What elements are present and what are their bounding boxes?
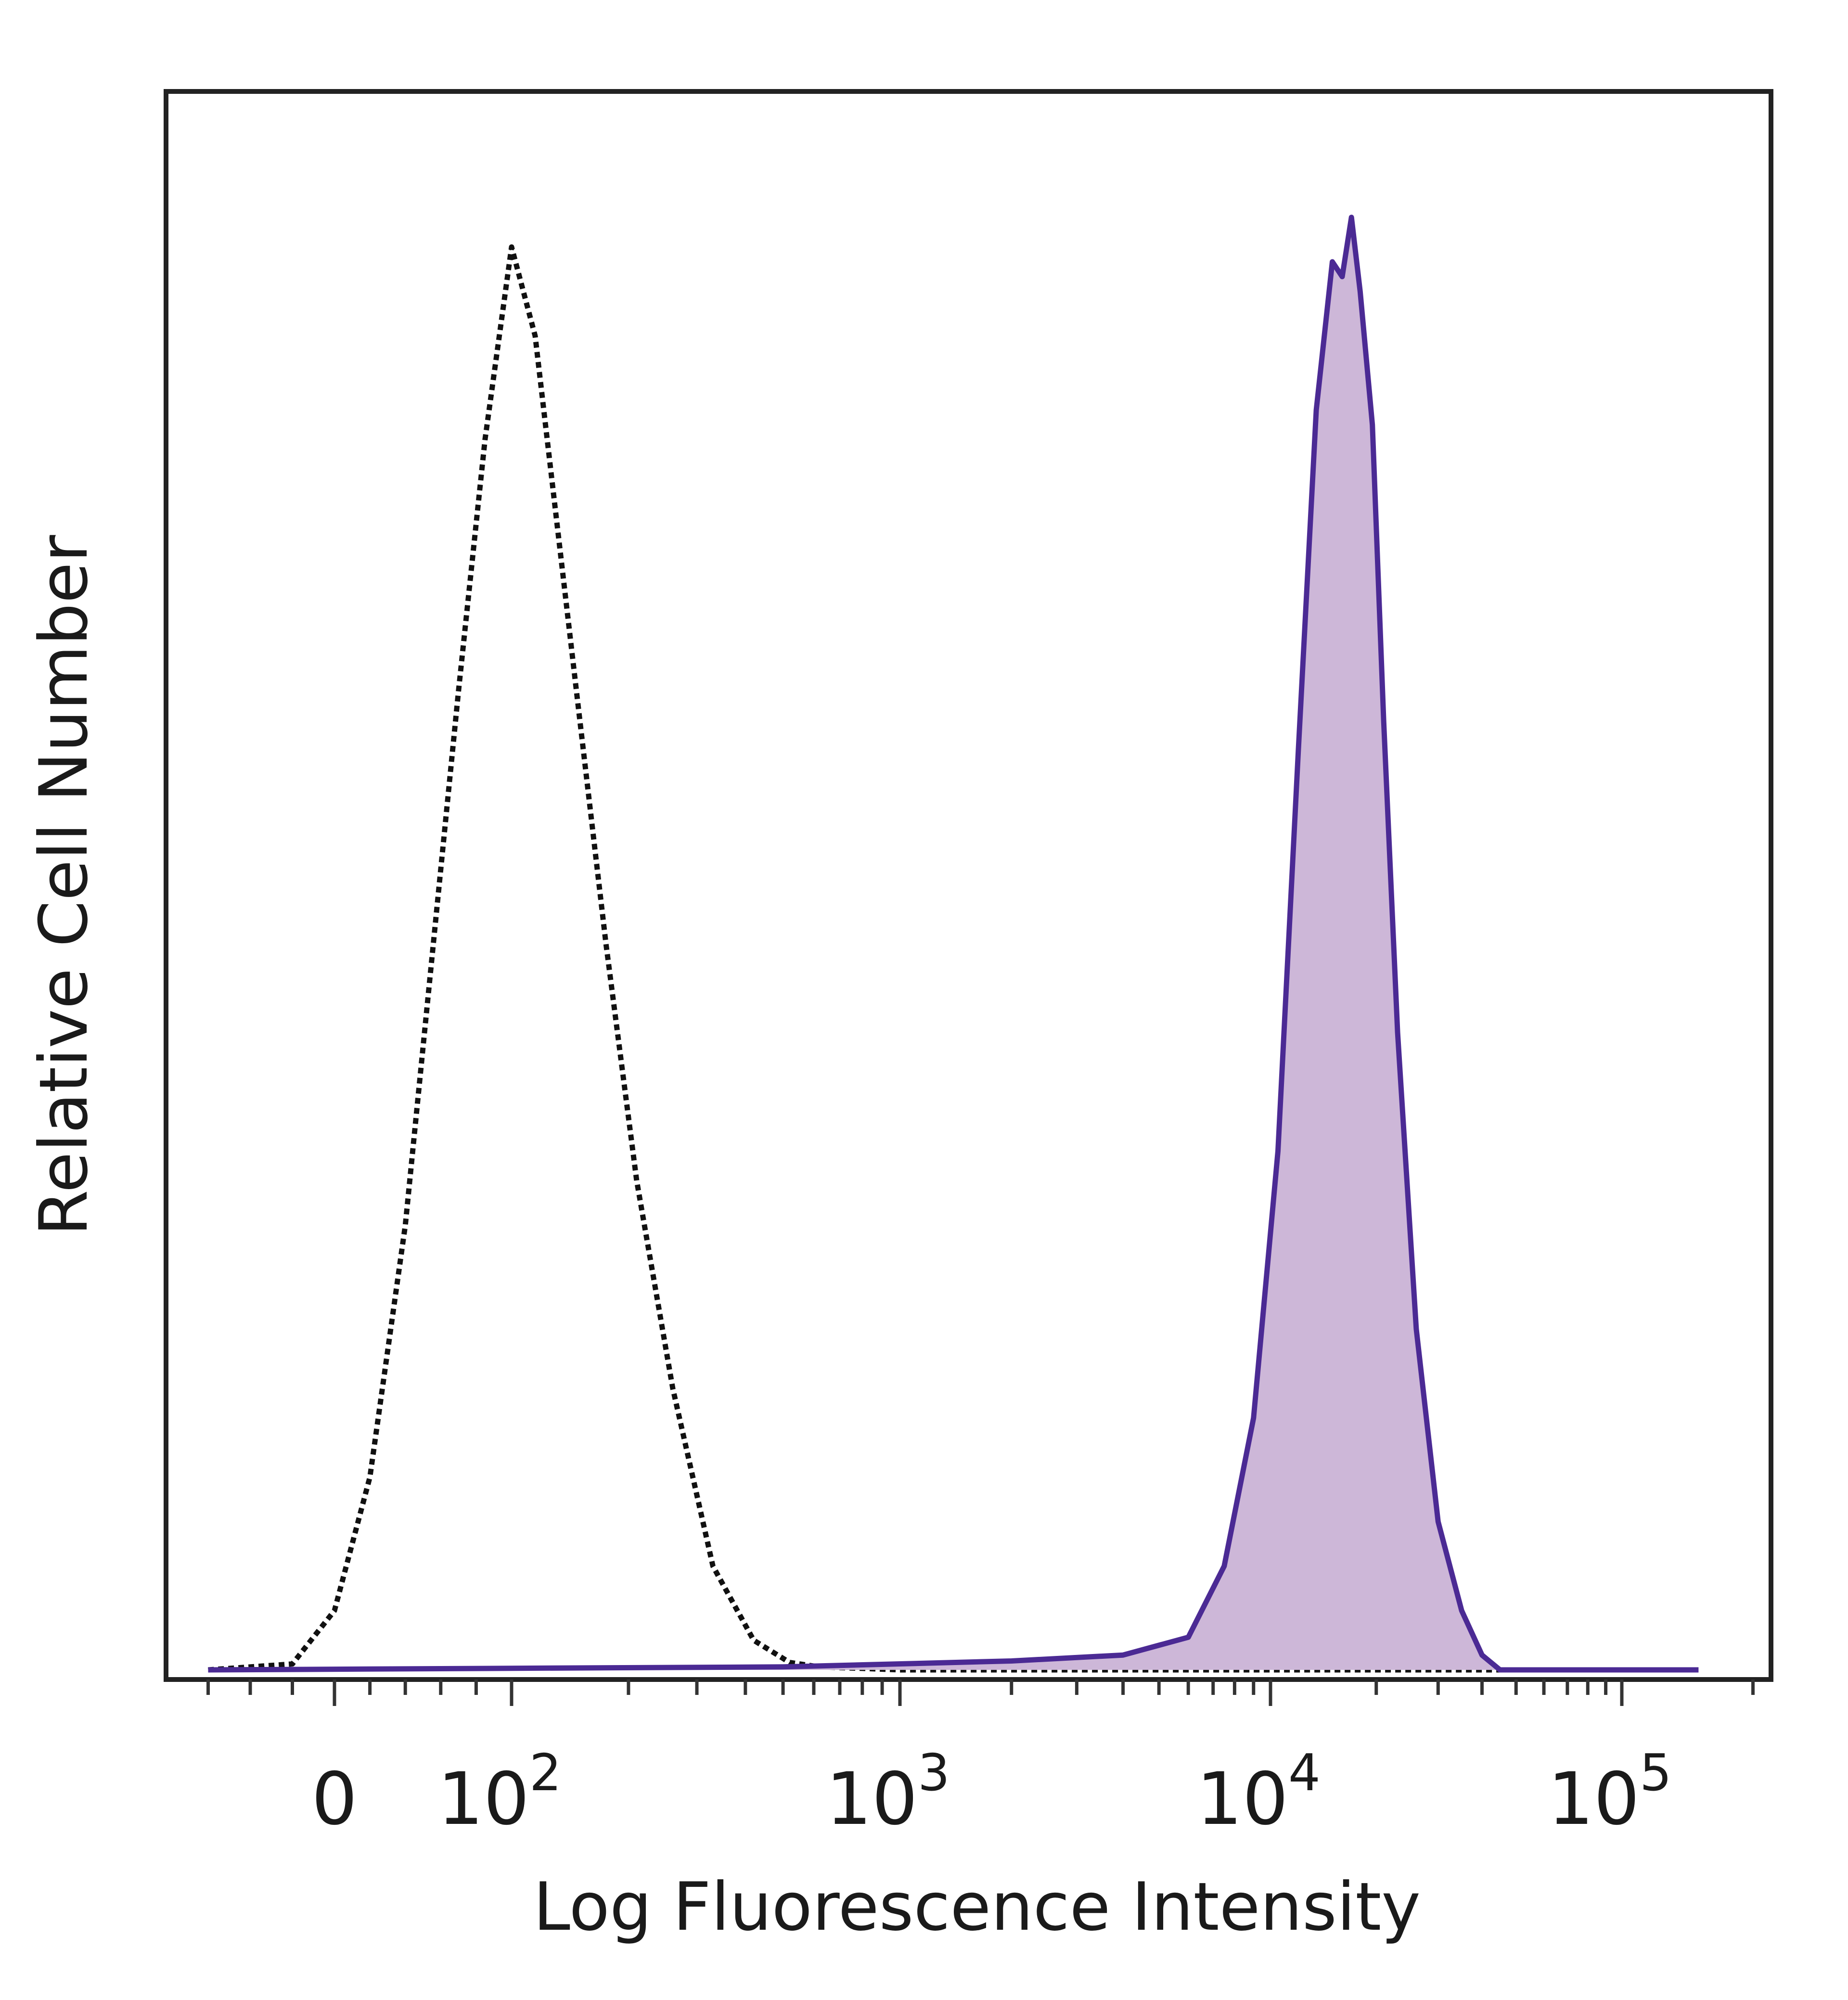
x-tick-label: 0 [311, 1757, 357, 1841]
plot-frame [164, 89, 1773, 1682]
x-tick-label: 102 [437, 1744, 562, 1841]
x-axis-ticks: 0 102 103 104 105 [206, 1679, 1755, 1841]
x-axis-label: Log Fluorescence Intensity [533, 1868, 1421, 1946]
x-tick-label: 105 [1548, 1744, 1672, 1841]
series-line-1 [208, 215, 1699, 1673]
series-fill-1 [208, 217, 1699, 1670]
x-tick-label: 103 [826, 1744, 950, 1841]
plot-area [208, 215, 1699, 1673]
x-tick-label: 104 [1196, 1744, 1321, 1841]
y-axis-label: Relative Cell Number [25, 535, 103, 1236]
